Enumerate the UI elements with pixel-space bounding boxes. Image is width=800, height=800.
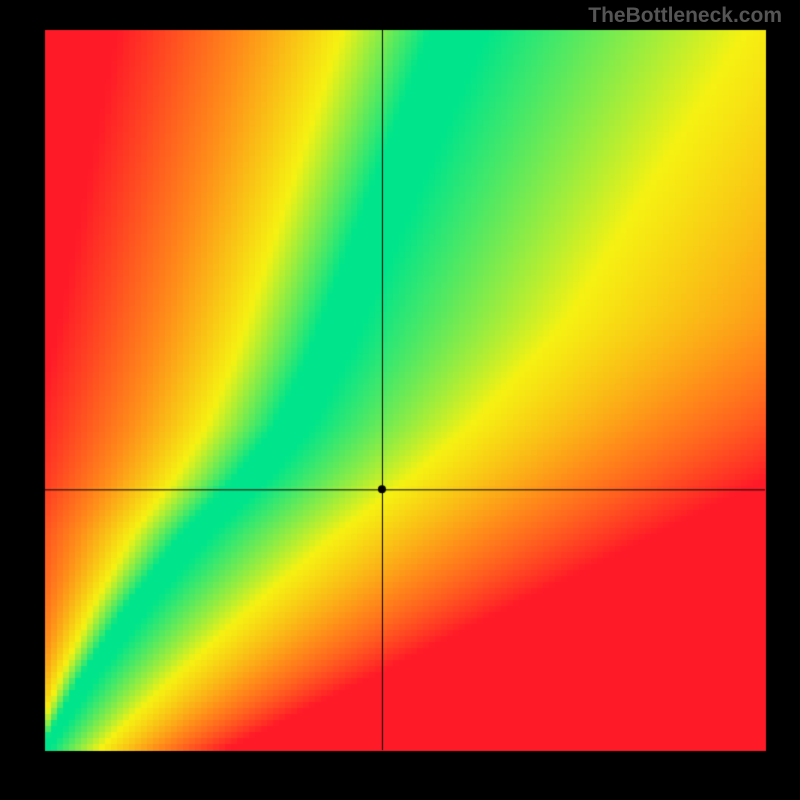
watermark-text: TheBottleneck.com (588, 4, 782, 28)
chart-container: TheBottleneck.com (0, 0, 800, 800)
bottleneck-heatmap (0, 0, 800, 800)
